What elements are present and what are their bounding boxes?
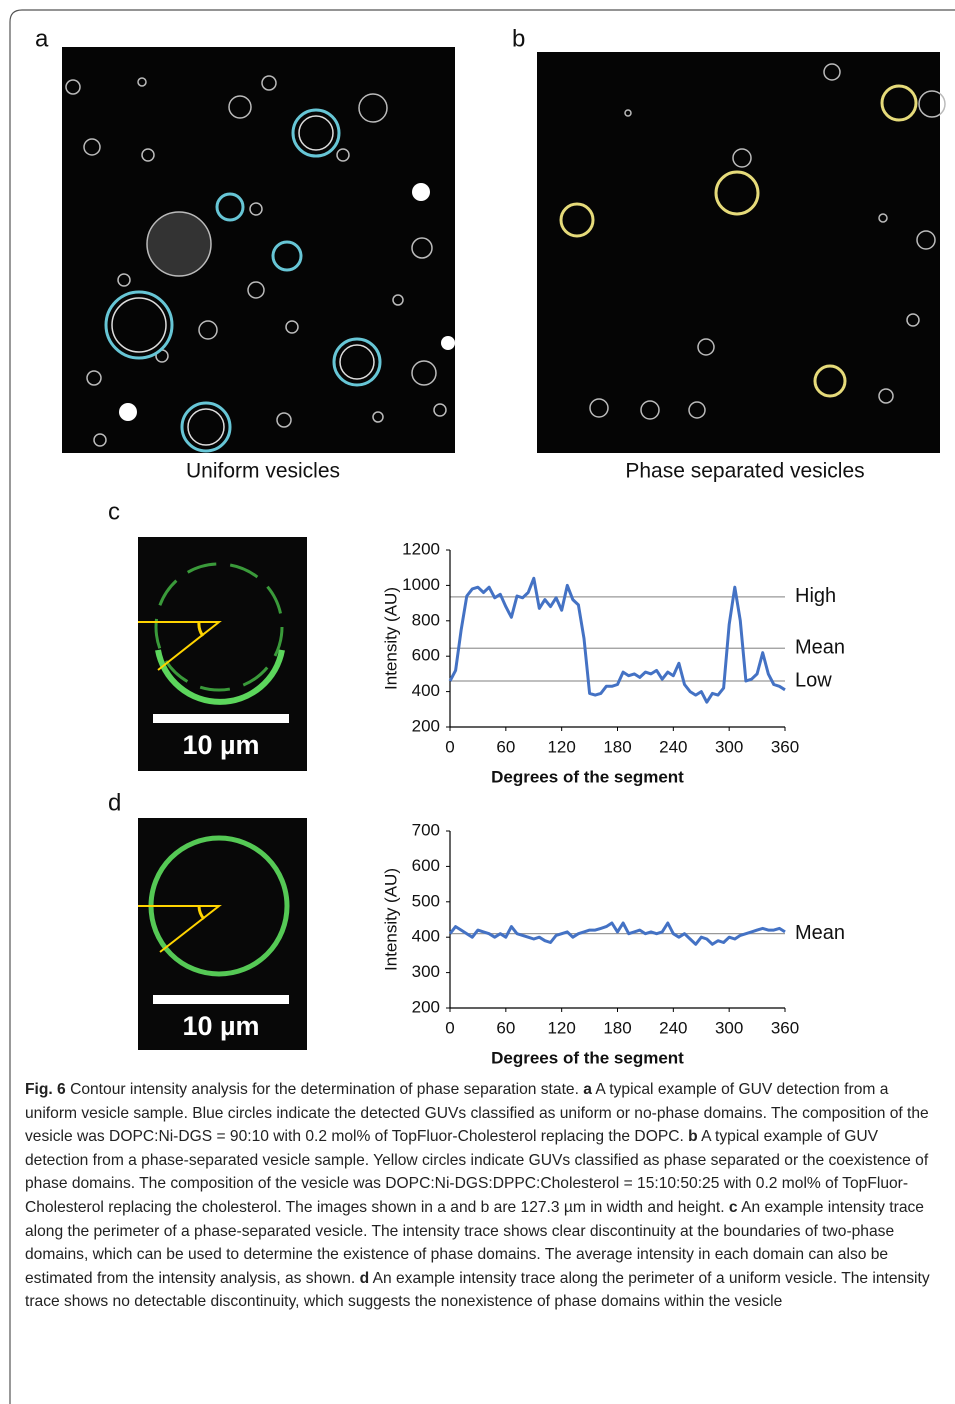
data-line [448, 921, 786, 946]
x-tick-label: 360 [771, 737, 799, 756]
y-tick-label: 700 [412, 820, 440, 839]
x-tick-label: 240 [659, 1018, 687, 1037]
x-tick-label: 60 [496, 1018, 515, 1037]
y-axis-title: Intensity (AU) [381, 587, 400, 690]
x-axis-title: Degrees of the segment [491, 1048, 684, 1067]
y-tick-label: 500 [412, 891, 440, 910]
y-tick-label: 600 [412, 856, 440, 875]
y-tick-label: 400 [412, 927, 440, 946]
caption-text: A typical example of GUV detection from … [25, 1081, 929, 1146]
y-axis-title: Intensity (AU) [381, 868, 400, 971]
caption-title: Contour intensity analysis for the deter… [70, 1081, 579, 1098]
y-tick-label: 600 [412, 646, 440, 665]
panel-label: b [512, 25, 525, 52]
x-tick-label: 300 [715, 737, 743, 756]
x-axis-title: Degrees of the segment [491, 767, 684, 786]
data-line [448, 576, 786, 704]
page-frame [9, 9, 955, 1404]
reference-label: High [795, 585, 836, 607]
caption-key: d [359, 1269, 370, 1287]
caption-text: A typical example of GUV detection from … [25, 1128, 929, 1216]
caption-key: b [688, 1128, 698, 1146]
caption-key: c [728, 1198, 738, 1216]
y-tick-label: 400 [412, 681, 440, 700]
caption-text: An example intensity trace along the per… [25, 1198, 924, 1287]
panel-label: d [108, 789, 121, 816]
reference-label: Low [795, 669, 832, 691]
y-tick-label: 1000 [402, 575, 440, 594]
y-tick-label: 200 [412, 997, 440, 1016]
y-tick-label: 800 [412, 610, 440, 629]
scale-label: 10 µm [182, 1011, 259, 1041]
vesicle-c [138, 537, 307, 771]
micrograph-b [537, 52, 946, 453]
panel-label: a [35, 25, 49, 52]
x-tick-label: 120 [547, 1018, 575, 1037]
x-tick-label: 180 [603, 1018, 631, 1037]
x-tick-label: 0 [445, 737, 454, 756]
caption-label: Fig. 6 [25, 1081, 66, 1098]
vesicle-d [138, 818, 307, 1050]
caption-text: An example intensity trace along the per… [25, 1269, 930, 1311]
y-tick-label: 200 [412, 716, 440, 735]
y-tick-label: 1200 [402, 539, 440, 558]
panel-label: c [108, 498, 120, 525]
y-tick-label: 300 [412, 962, 440, 981]
x-tick-label: 360 [771, 1018, 799, 1037]
caption-key: a [583, 1081, 592, 1098]
panel-caption: Phase separated vesicles [625, 460, 864, 483]
x-tick-label: 300 [715, 1018, 743, 1037]
figure-caption: Fig. 6 Contour intensity analysis for th… [25, 1078, 940, 1314]
x-tick-label: 240 [659, 737, 687, 756]
x-tick-label: 120 [547, 737, 575, 756]
panel-caption: Uniform vesicles [186, 460, 340, 483]
reference-label: Mean [795, 637, 845, 659]
x-tick-label: 0 [445, 1018, 454, 1037]
x-tick-label: 180 [603, 737, 631, 756]
scale-label: 10 µm [182, 730, 259, 760]
reference-label: Mean [795, 922, 845, 944]
micrograph-a [62, 47, 455, 453]
x-tick-label: 60 [496, 737, 515, 756]
